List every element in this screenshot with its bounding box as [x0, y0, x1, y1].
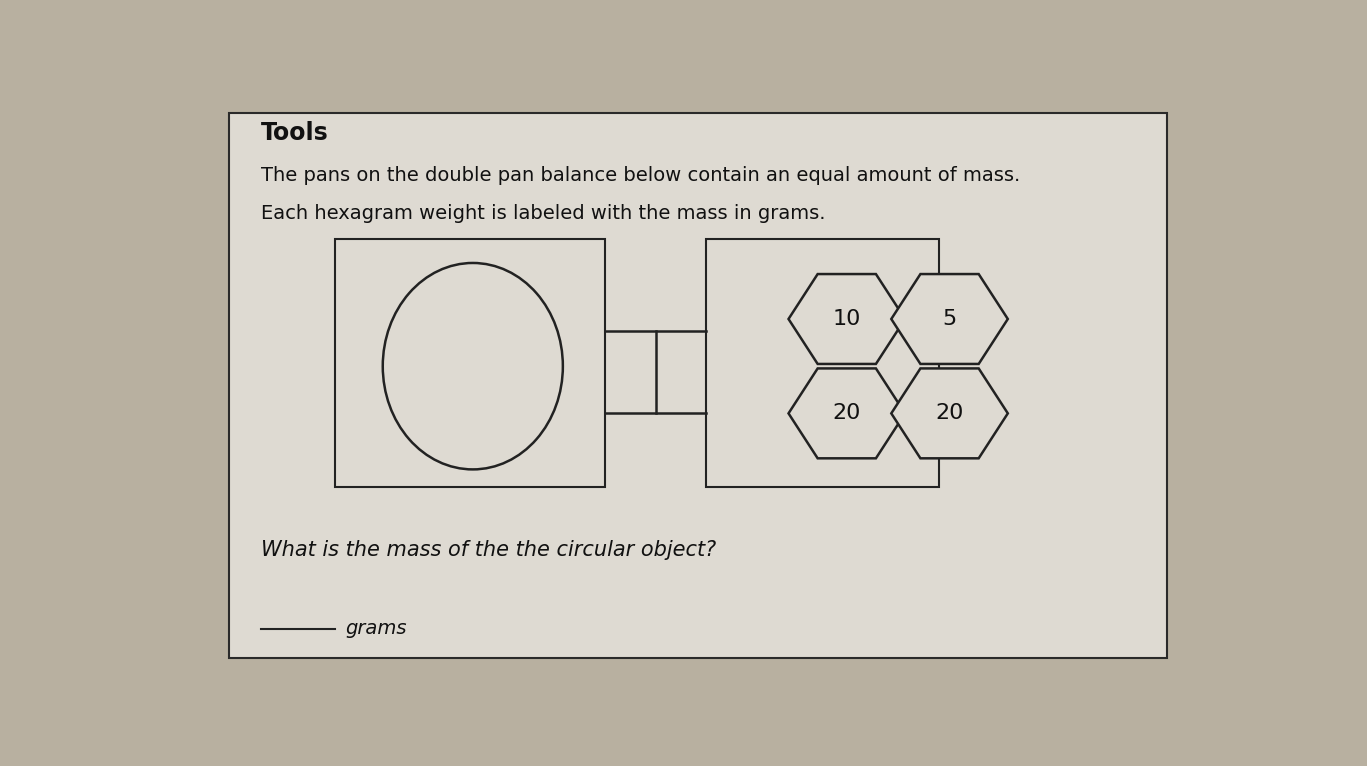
Polygon shape — [789, 274, 905, 364]
Text: 20: 20 — [935, 404, 964, 424]
Text: 5: 5 — [942, 309, 957, 329]
Ellipse shape — [383, 263, 563, 470]
Text: What is the mass of the the circular object?: What is the mass of the the circular obj… — [261, 540, 716, 560]
Polygon shape — [891, 274, 1007, 364]
Text: Tools: Tools — [261, 121, 328, 146]
Text: 10: 10 — [833, 309, 861, 329]
Text: The pans on the double pan balance below contain an equal amount of mass.: The pans on the double pan balance below… — [261, 165, 1020, 185]
FancyBboxPatch shape — [705, 239, 939, 487]
FancyBboxPatch shape — [230, 113, 1167, 658]
Polygon shape — [891, 368, 1007, 458]
Text: 20: 20 — [833, 404, 861, 424]
Text: grams: grams — [346, 619, 407, 638]
Polygon shape — [789, 368, 905, 458]
Text: Each hexagram weight is labeled with the mass in grams.: Each hexagram weight is labeled with the… — [261, 204, 826, 223]
FancyBboxPatch shape — [335, 239, 606, 487]
